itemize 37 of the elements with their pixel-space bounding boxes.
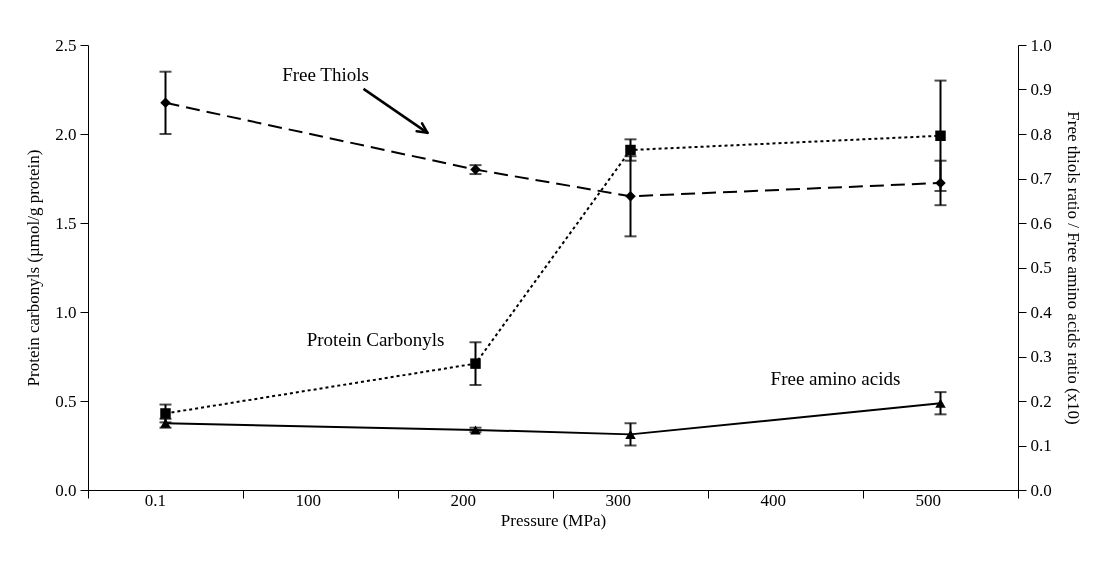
x-tick-label: 0.1 (144, 490, 166, 510)
y-tick-label: 1.0 (55, 302, 77, 322)
x-tick-label: 500 (915, 490, 941, 510)
series-label: Free amino acids (770, 368, 901, 390)
series-label: Protein Carbonyls (306, 328, 445, 350)
y2-tick-label: 0.2 (1030, 391, 1052, 411)
x-tick-label: 100 (295, 490, 321, 510)
y-tick-label: 0.5 (55, 391, 77, 411)
point (160, 408, 171, 419)
point (935, 130, 946, 142)
x-tick-label: 300 (605, 490, 631, 510)
x-tick-label: 200 (450, 490, 476, 510)
y2-tick-label: 0.6 (1030, 213, 1052, 233)
x-axis-title: Pressure (MPa) (500, 510, 607, 530)
y-tick-label: 2.0 (55, 124, 77, 144)
y-tick-label: 2.5 (55, 35, 77, 55)
point (935, 177, 946, 189)
point (160, 97, 171, 109)
y2-tick-label: 0.1 (1030, 436, 1052, 455)
y2-tick-label: 0.5 (1030, 258, 1052, 277)
y2-tick-label: 0.4 (1030, 302, 1053, 322)
y2-tick-label: 0.9 (1030, 80, 1052, 99)
point (625, 191, 636, 202)
text: Free Thiols (282, 63, 369, 85)
y2-tick-label: 0.3 (1030, 347, 1052, 366)
y2-tick-label: 0.8 (1030, 124, 1052, 144)
y-tick-label: 1.5 (55, 213, 77, 233)
y-tick-label: 0.0 (55, 480, 77, 500)
y2-tick-label: 1.0 (1030, 35, 1052, 55)
point (935, 398, 946, 408)
point (625, 144, 636, 156)
x-tick-label: 400 (760, 490, 786, 510)
y-axis-title: Protein carbonyls (µmol/g protein) (24, 149, 44, 387)
y2-tick-label: 0.0 (1030, 480, 1052, 500)
point (470, 358, 481, 369)
y2-axis-title: Free thiols ratio / Free amino acids ratio (x10) (1063, 111, 1083, 425)
y2-tick-label: 0.7 (1030, 169, 1053, 188)
